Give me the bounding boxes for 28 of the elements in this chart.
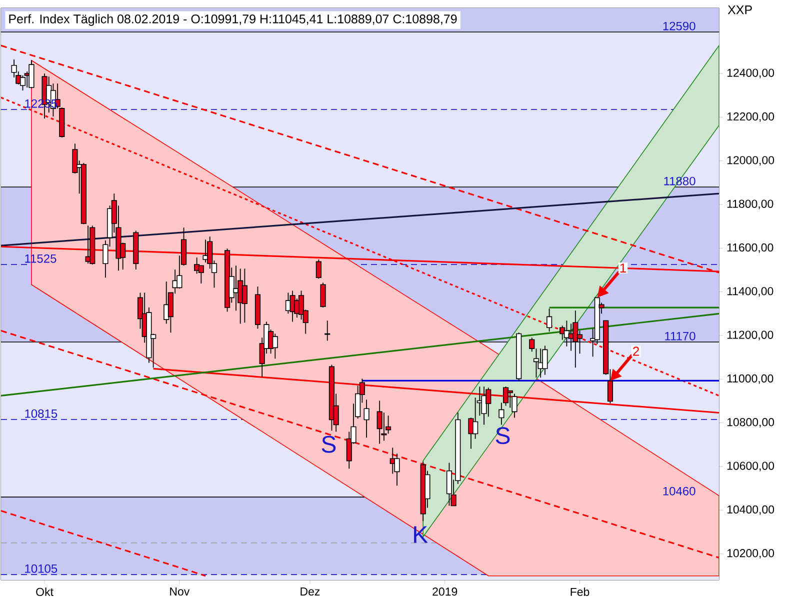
x-tick-label: Dez xyxy=(300,588,320,596)
annotation: 1 xyxy=(620,264,626,273)
ref-line-label: 10460 xyxy=(663,486,696,496)
x-tick-label: 2019 xyxy=(432,588,458,596)
y-tick-label: 11000,00 xyxy=(727,374,774,384)
text: XXP xyxy=(728,6,752,14)
y-tick-label: 10400,00 xyxy=(727,505,774,515)
y-tick-label: 11200,00 xyxy=(727,330,774,340)
y-tick-label: 11400,00 xyxy=(727,287,774,297)
ref-line-label: 10105 xyxy=(25,564,58,573)
y-tick-label: 10200,00 xyxy=(727,549,774,559)
y-tick-label: 10600,00 xyxy=(727,462,774,472)
annotation: 2 xyxy=(633,346,639,356)
x-tick-label: Nov xyxy=(170,588,190,596)
y-tick-label: 11800,00 xyxy=(727,200,774,210)
ref-line-label: 10815 xyxy=(25,409,58,418)
y-tick-label: 11600,00 xyxy=(727,243,774,253)
x-tick-label: Okt xyxy=(36,588,54,596)
ref-line-label: 12590 xyxy=(663,22,696,30)
chart-title: Perf. Index Täglich 08.02.2019 - O:10991,79 H:11045,41 L:10889,07 C:10898,79 xyxy=(9,14,457,26)
annotation: S xyxy=(322,436,336,453)
y-tick-label: 12400,00 xyxy=(727,68,774,78)
y-tick-label: 12000,00 xyxy=(727,156,774,166)
y-tick-label: 12200,00 xyxy=(727,112,774,122)
ref-line-label: 11170 xyxy=(665,332,696,340)
x-tick-label: Feb xyxy=(570,588,590,596)
annotation: S xyxy=(496,427,510,444)
y-tick-label: 10800,00 xyxy=(727,418,774,428)
